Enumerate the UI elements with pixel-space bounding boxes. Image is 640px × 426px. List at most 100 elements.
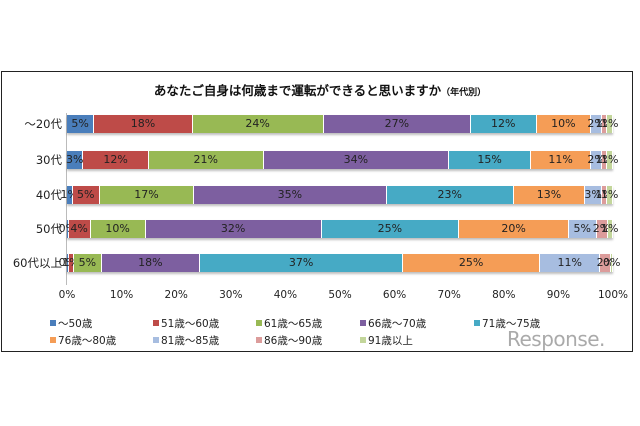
segment-value-label: 25% <box>377 222 403 235</box>
legend-label: 91歳以上 <box>368 335 413 347</box>
bar-segment: 18% <box>101 254 201 272</box>
legend-item: 91歳以上 <box>360 333 413 348</box>
bar-segment: 10% <box>536 115 592 133</box>
legend-label: 81歳～85歳 <box>161 335 220 347</box>
bar-segment: 2% <box>593 220 610 238</box>
legend-swatch-icon <box>153 320 159 326</box>
segment-value-label: 1% <box>600 153 619 166</box>
bar-segment: 27% <box>323 115 471 133</box>
segment-value-label: 18% <box>130 117 156 130</box>
legend-swatch-icon <box>256 320 262 326</box>
segment-value-label: 27% <box>384 117 410 130</box>
bar-segment: 18% <box>94 115 193 133</box>
bar-segment: 25% <box>403 254 541 272</box>
bar-segment: 24% <box>192 115 324 133</box>
segment-value-label: 5% <box>78 256 97 269</box>
bar-segment: 35% <box>193 186 387 204</box>
x-tick-label: 20% <box>164 289 188 301</box>
stacked-bar: 0% 4% 10% 32% 25% 20% 5% 2% 1% <box>59 220 618 238</box>
x-tick-label: 100% <box>597 289 629 301</box>
legend-item: 86歳～90歳 <box>256 333 322 348</box>
x-tick-label: 60% <box>382 289 407 301</box>
x-tick-label: 90% <box>546 289 571 301</box>
bar-segment: 12% <box>83 151 149 169</box>
segment-value-label: 2% <box>587 153 605 166</box>
bar-segment: 3% <box>65 151 84 169</box>
segment-value-label: 25% <box>458 256 484 269</box>
bar-segment: 4% <box>68 220 91 238</box>
segment-value-label: 2% <box>596 256 615 269</box>
segment-value-label: 24% <box>245 117 270 130</box>
legend-swatch-icon <box>50 320 56 326</box>
legend-label: 86歳～90歳 <box>264 335 323 347</box>
segment-value-label: 37% <box>288 256 314 269</box>
stacked-bar: 3% 12% 21% 34% 15% 11% 2% 1% 1% <box>65 151 618 169</box>
bar-segment: 1% <box>601 151 618 169</box>
legend-swatch-icon <box>474 320 480 326</box>
bar-segment: 5% <box>67 115 95 133</box>
bar-row: 30代 3% 12% 21% 34% 15% 11% 2% 1% 1% <box>0 151 640 170</box>
legend-swatch-icon <box>256 337 262 343</box>
bar-segment: 5% <box>72 186 101 204</box>
legend-swatch-icon <box>360 320 366 326</box>
bar-segment: 2% <box>587 151 605 169</box>
legend-item: 66歳～70歳 <box>360 316 426 331</box>
bar-segment: 23% <box>386 186 514 204</box>
legend-swatch-icon <box>360 337 366 343</box>
bar-segment: 0% <box>603 254 620 272</box>
legend-item: ～50歳 <box>50 316 92 331</box>
x-tick-label: 30% <box>219 289 243 301</box>
bar-segment: 34% <box>263 151 450 169</box>
segment-value-label: 5% <box>77 188 95 201</box>
segment-value-label: 4% <box>70 222 88 235</box>
category-label: ～20代 <box>24 117 62 131</box>
legend-item: 71歳～75歳 <box>474 316 540 331</box>
legend-label: 66歳～70歳 <box>368 318 427 330</box>
segment-value-label: 32% <box>220 222 246 235</box>
legend-label: ～50歳 <box>58 318 93 330</box>
segment-value-label: 20% <box>501 222 526 235</box>
bar-segment: 11% <box>540 254 601 272</box>
segment-value-label: 13% <box>536 188 562 201</box>
segment-value-label: 3% <box>65 153 84 166</box>
bar-segment: 5% <box>74 254 102 272</box>
legend-swatch-icon <box>50 337 56 343</box>
segment-value-label: 15% <box>477 153 502 166</box>
chart-title-text: あなたご自身は何歳まで運転ができると思いますか <box>153 83 442 98</box>
bar-row: 40代 1% 5% 17% 35% 23% 13% 3% 1% 1% <box>0 186 640 205</box>
segment-value-label: 12% <box>491 117 516 130</box>
x-tick-label: 80% <box>492 289 516 301</box>
bar-segment: 3% <box>584 186 602 204</box>
bar-segment: 17% <box>100 186 194 204</box>
segment-value-label: 18% <box>138 256 163 269</box>
bar-segment: 1% <box>601 186 618 204</box>
category-label: 40代 <box>35 188 62 202</box>
segment-value-label: 2% <box>592 222 611 235</box>
legend-item: 76歳～80歳 <box>50 333 116 348</box>
segment-value-label: 0% <box>602 256 621 269</box>
x-axis-ticks: 0% 10% 20% 30% 40% 50% 60% 70% 80% 90% 100% <box>0 289 640 303</box>
bar-segment: 11% <box>531 151 592 169</box>
segment-value-label: 11% <box>548 153 573 166</box>
bar-segment: 25% <box>321 220 460 238</box>
chart-subtitle: （年代別） <box>441 88 487 98</box>
bar-row: 50代 0% 4% 10% 32% 25% 20% 5% 2% 1% <box>0 220 640 239</box>
bar-segment: 21% <box>148 151 264 169</box>
segment-value-label: 10% <box>551 117 576 130</box>
category-label: 30代 <box>35 153 62 167</box>
stacked-bar: 5% 18% 24% 27% 12% 10% 2% 1% 1% <box>67 115 618 133</box>
segment-value-label: 1% <box>600 117 619 130</box>
x-tick-label: 70% <box>437 289 461 301</box>
segment-value-label: 2% <box>587 117 605 130</box>
bar-segment: 13% <box>513 186 586 204</box>
bar-segment: 1% <box>601 220 618 238</box>
category-label: 60代以上 <box>12 256 62 270</box>
segment-value-label: 10% <box>105 222 130 235</box>
bar-segment: 12% <box>471 115 537 133</box>
bar-segment: 37% <box>200 254 404 272</box>
bar-row: 60代以上 0% 1% 5% 18% 37% 25% 11% 2% 0% <box>0 254 640 273</box>
segment-value-label: 3% <box>584 188 602 201</box>
y-axis-line <box>66 113 67 285</box>
x-tick-label: 10% <box>109 289 134 301</box>
bar-row: ～20代 5% 18% 24% 27% 12% 10% 2% 1% 1% <box>0 115 640 134</box>
